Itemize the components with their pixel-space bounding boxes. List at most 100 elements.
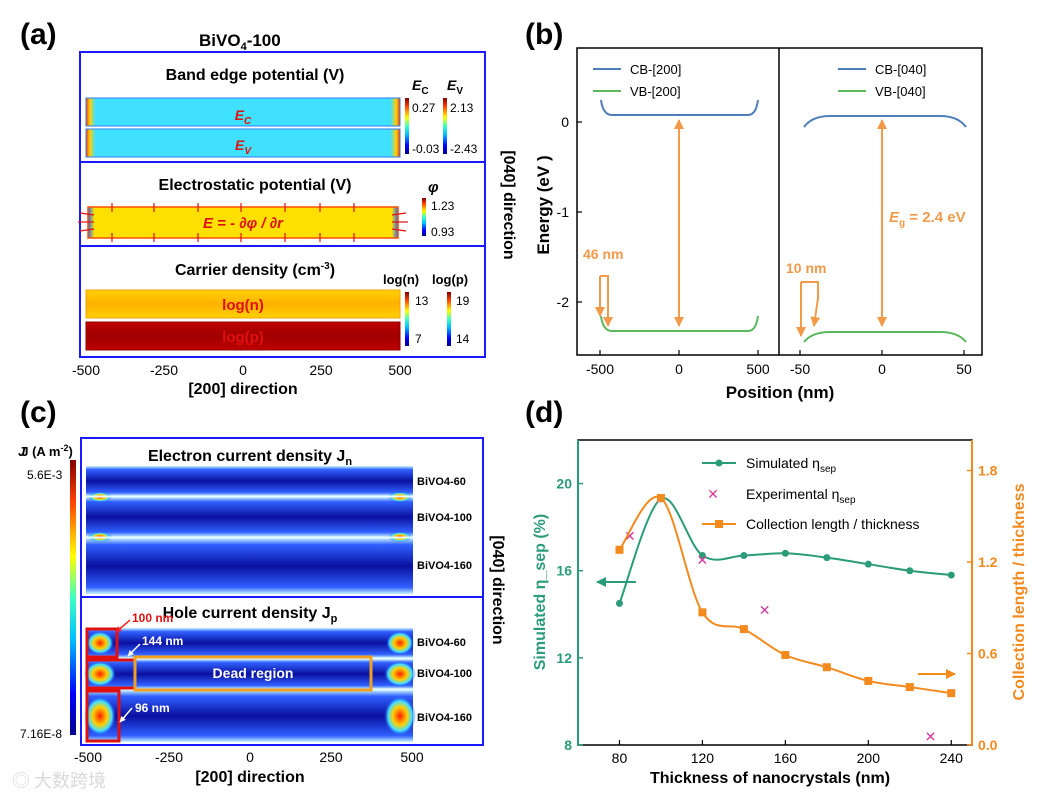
watermark: ◎ 大数跨境 [12,771,106,791]
phi-min: 0.93 [431,225,455,239]
field-arrows [78,203,408,242]
phi-colorbar [422,198,426,236]
ev-bar-label: EV [235,137,252,157]
sample-label: BiVO4-60 [417,637,466,649]
panel-b: (b) 0 -1 -2 -500 0 500 -50 0 50 Position… [525,18,983,402]
arrow-100nm [115,619,131,633]
electron-title: Electron current density Jn [148,448,352,468]
logp-min: 14 [456,332,470,346]
x-tick: 50 [956,361,972,377]
panel-b-axis-ticks [577,121,965,355]
simulated-point [615,599,623,607]
panel-a-xticks: -500 -250 0 250 500 [72,362,412,378]
panel-a-letter: (a) [20,18,57,51]
ec-colorbar [405,98,409,154]
panel-c-ylabel: [040] direction [489,535,506,644]
exp-point: ✕ [925,728,937,744]
sample-label: BiVO4-100 [417,512,472,524]
sample-label: BiVO4-100 [417,668,472,680]
collection-point [739,625,748,634]
eg-label: Eg = 2.4 eV [889,209,966,229]
cb-200-curve [600,99,759,116]
logp-bar [85,321,401,351]
panel-c-frame [80,437,484,746]
logn-min: 7 [415,332,422,346]
note-46nm: 46 nm [583,246,623,262]
y-tick: 16 [556,563,572,579]
logp-colorbar [447,292,451,346]
note-10nm: 10 nm [786,260,826,276]
sample-label: BiVO4-160 [417,560,472,572]
x-tick: 0 [246,749,254,765]
ec-min: -0.03 [412,142,440,156]
x-tick: 200 [857,750,881,766]
panel-d-y2label: Collection length / thickness [1011,483,1028,700]
x-tick: 500 [746,361,770,377]
panel-d-ylabel: Simulated η_sep (%) [532,514,549,670]
legend-cb040: CB-[040] [875,62,926,77]
current-colorbar [70,460,76,735]
phi-max: 1.23 [431,199,455,213]
ec-max: 0.27 [412,101,436,115]
panel-d-xlabel: Thickness of nanocrystals (nm) [650,770,890,787]
logp-bar-label: log(p) [222,329,264,346]
ev-colorbar [443,98,447,154]
colorbar-max: 5.6E-3 [27,468,63,482]
simulated-point [906,567,914,575]
vb-200-curve [600,315,759,332]
phi-colorbar-title: φ [428,179,439,196]
collection-point [947,689,956,698]
panel-d: (d) 80 120 160 200 240 8 12 16 20 0.0 0.6 1.2 1.8 ✕ ✕… [525,396,1028,787]
simulated-point [864,560,872,568]
sample-label: BiVO4-160 [417,712,472,724]
simulated-point [823,554,831,562]
legend-exp-marker: ✕ [707,486,719,502]
panel-b-letter: (b) [525,18,563,51]
x-tick: 250 [309,362,333,378]
colorbar-min: 7.16E-8 [20,727,62,741]
electron-maps [86,466,413,594]
x-tick: 160 [774,750,798,766]
dead-region-label: Dead region [213,665,294,681]
panel-b-ylabel: Energy (eV ) [534,155,553,254]
band-edge-title: Band edge potential (V) [166,67,345,84]
y2-tick: 1.8 [978,463,998,479]
collection-point [781,651,790,660]
x-tick: -250 [150,362,178,378]
note-144nm: 144 nm [142,634,183,648]
legend-vb040: VB-[040] [875,84,926,99]
simulated-point [947,571,955,579]
bracket-46nm [599,275,609,300]
y2-tick: 0.0 [978,737,998,753]
hole-maps [84,628,416,742]
ev-min: -2.43 [450,142,478,156]
carrier-title: Carrier density (cm-3) [175,261,335,279]
note-96nm: 96 nm [135,701,170,715]
arrow-96nm [119,707,133,723]
logn-bar [85,289,401,319]
panel-b-xlabel: Position (nm) [726,383,835,402]
x-tick: 80 [612,750,628,766]
collection-point [864,676,873,685]
collection-line [618,495,952,695]
legend-col-marker [715,520,723,528]
collection-point [698,608,707,617]
panel-a: (a) BiVO4-100 Band edge potential (V) EC… [20,18,517,398]
ec-bar [85,97,401,127]
panel-a-xlabel: [200] direction [188,381,297,398]
y-tick: -2 [557,294,570,310]
panel-c-letter: (c) [20,396,57,429]
x-tick: -500 [586,361,614,377]
legend-vb200: VB-[200] [630,84,681,99]
simulated-point [781,549,789,557]
simulated-point [740,551,748,559]
collection-point [656,493,665,502]
logn-colorbar [405,292,409,346]
x-tick: 500 [400,749,424,765]
x-tick: 120 [691,750,715,766]
collection-point [905,683,914,692]
ec-bar-label: EC [235,107,252,127]
x-tick: -250 [155,749,183,765]
x-tick: 0 [878,361,886,377]
highlight-60 [85,627,119,659]
